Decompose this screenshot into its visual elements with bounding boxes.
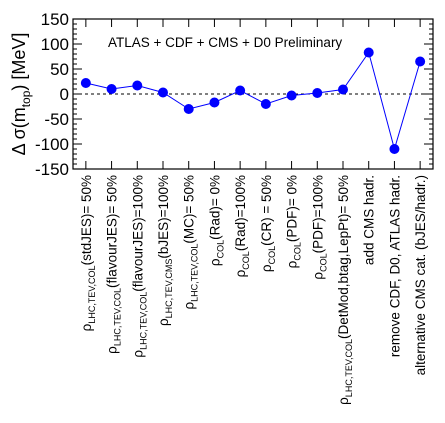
data-point xyxy=(80,78,91,88)
data-point xyxy=(286,90,297,101)
y-label-sub: top xyxy=(19,90,33,107)
category-labels: ρLHC,TEV,COL(stdJES)= 50%ρLHC,TEV,COL(fl… xyxy=(79,175,428,405)
category-label: ρLHC,TEV,COL(flavourJES)= 50% xyxy=(105,175,123,354)
y-tick-label: 150 xyxy=(41,10,69,29)
category-label-rho: ρ xyxy=(259,264,274,272)
category-label: remove CDF, D0, ATLAS hadr. xyxy=(387,175,402,357)
category-label: ρCOL(PDF)=100% xyxy=(310,175,328,280)
y-axis-label: Δ σ(mtop) [MeV] xyxy=(9,33,33,156)
category-label-rho: ρ xyxy=(207,258,222,266)
category-label-text: (PDF)= 0% xyxy=(285,175,300,242)
y-tick-label: -150 xyxy=(35,160,69,179)
category-label: ρCOL(CR) = 50% xyxy=(259,175,277,272)
category-label-text: add CMS hadr. xyxy=(362,175,377,265)
chart-annotation: ATLAS + CDF + CMS + D0 Preliminary xyxy=(108,35,342,50)
category-label-sub: COL xyxy=(241,251,251,270)
category-label-text: (bJES)=100% xyxy=(156,175,171,259)
category-label-text: (DetMod,btag,LepPt)= 50% xyxy=(336,175,351,339)
category-label-rho: ρ xyxy=(79,323,94,331)
category-label-rho: ρ xyxy=(310,272,325,280)
category-label-text: remove CDF, D0, ATLAS hadr. xyxy=(387,175,402,357)
category-label-text: (flavourJES)=100% xyxy=(130,175,145,292)
data-point xyxy=(235,85,246,96)
category-label-text: (Rad)= 0% xyxy=(207,175,222,240)
y-tick-label: 0 xyxy=(60,85,69,104)
category-label-sub: COL xyxy=(215,240,225,259)
data-point xyxy=(389,144,400,154)
category-label-sub: LHC,TEV,COL xyxy=(344,339,354,397)
category-label-rho: ρ xyxy=(233,269,248,277)
category-label-rho: ρ xyxy=(105,346,120,354)
category-label-sub: COL xyxy=(267,246,277,265)
category-label-rho: ρ xyxy=(130,350,145,358)
category-label: ρCOL(Rad)= 0% xyxy=(207,175,225,266)
data-point xyxy=(312,88,323,98)
data-point xyxy=(209,97,220,108)
y-label-tail: ) [MeV] xyxy=(9,33,29,91)
y-tick-label: 100 xyxy=(41,35,69,54)
category-label-rho: ρ xyxy=(285,260,300,268)
category-label-text: (MC)= 50% xyxy=(182,175,197,244)
data-point xyxy=(338,84,348,95)
category-label-sub: LHC,TEV,COL xyxy=(113,288,123,346)
series-line xyxy=(85,51,421,151)
category-label: ρLHC,TEV,COL(stdJES)= 50% xyxy=(79,175,97,331)
y-label-main: Δ σ(m xyxy=(9,107,29,155)
category-label: ρLHC,TEV,COL(MC)= 50% xyxy=(182,175,200,310)
category-label: ρLHC,TEV,COL(flavourJES)=100% xyxy=(130,175,148,358)
category-label-text: alternative CMS cat. (bJES/hadr.) xyxy=(413,175,428,375)
y-tick-label: 50 xyxy=(50,60,69,79)
category-label: ρLHC,TEV,COL(DetMod,btag,LepPt)= 50% xyxy=(336,175,354,405)
category-label-sub: LHC,TEV,COL xyxy=(138,292,148,350)
data-point xyxy=(415,56,426,67)
y-tick-label: -50 xyxy=(44,110,69,129)
category-label-text: (Rad)=100% xyxy=(233,175,248,251)
data-point xyxy=(158,87,168,98)
category-label-text: (stdJES)= 50% xyxy=(79,175,94,265)
category-label-sub: COL xyxy=(318,253,328,272)
category-label-text: (CR) = 50% xyxy=(259,175,274,246)
category-label: ρCOL(Rad)=100% xyxy=(233,175,251,277)
category-label-rho: ρ xyxy=(336,397,351,405)
category-label-rho: ρ xyxy=(156,318,171,326)
category-label-rho: ρ xyxy=(182,302,197,310)
data-point xyxy=(106,84,117,94)
category-label: ρCOL(PDF)= 0% xyxy=(285,175,303,268)
data-point xyxy=(183,104,194,114)
data-point xyxy=(363,47,374,58)
category-label-sub: LHC,TEV,COL xyxy=(87,265,97,323)
y-tick-label: -100 xyxy=(35,135,69,154)
category-label-text: (flavourJES)= 50% xyxy=(105,175,120,288)
category-label-sub: LHC,TEV,COL xyxy=(190,244,200,302)
data-point xyxy=(132,80,143,91)
category-label: alternative CMS cat. (bJES/hadr.) xyxy=(413,175,428,375)
category-label: add CMS hadr. xyxy=(362,175,377,265)
category-label-sub: COL xyxy=(293,242,303,261)
series-markers xyxy=(80,47,426,154)
x-axis xyxy=(85,19,421,169)
data-point xyxy=(260,99,271,109)
category-label-text: (PDF)=100% xyxy=(310,175,325,253)
category-label-sub: LHC,TEV,CMS xyxy=(164,259,174,319)
category-label: ρLHC,TEV,CMS(bJES)=100% xyxy=(156,175,174,326)
